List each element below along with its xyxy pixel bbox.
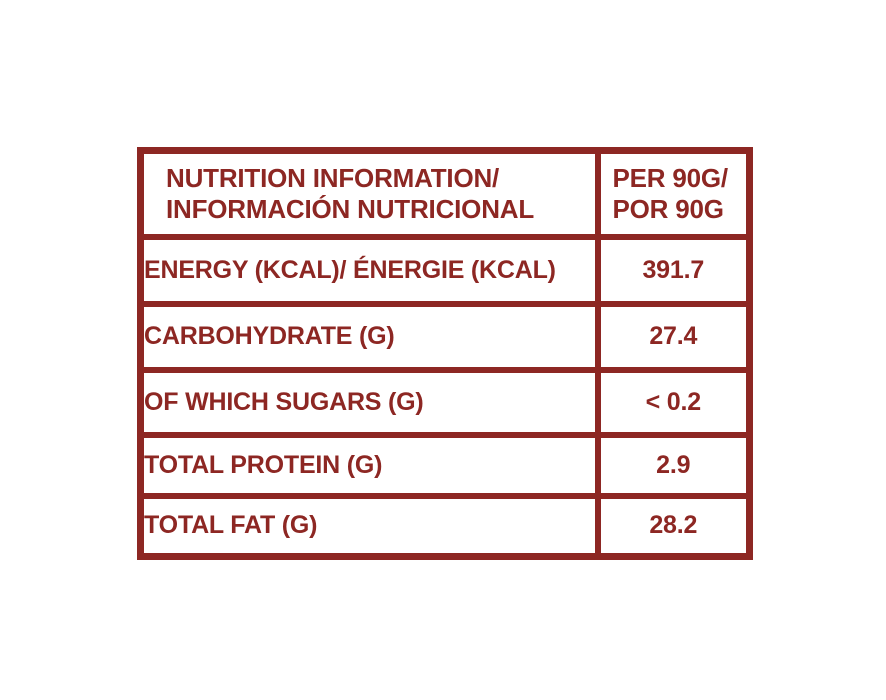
row-label-protein: TOTAL PROTEIN (G)	[137, 431, 601, 499]
row-value-protein: 2.9	[594, 431, 753, 499]
header-serving-line-es: POR 90G	[612, 193, 725, 224]
header-title-line-en: NUTRITION INFORMATION/	[166, 162, 500, 193]
header-title-line-es: INFORMACIÓN NUTRICIONAL	[166, 193, 535, 224]
table-header-row: NUTRITION INFORMATION/ INFORMACIÓN NUTRI…	[137, 147, 753, 240]
row-label-sugars: OF WHICH SUGARS (G)	[137, 366, 601, 438]
table-row-protein: TOTAL PROTEIN (G) 2.9	[137, 431, 753, 499]
header-serving-cell: PER 90G/ POR 90G	[594, 147, 753, 240]
row-label-carbohydrate: CARBOHYDRATE (G)	[137, 300, 601, 373]
table-row-energy: ENERGY (KCAL)/ ÉNERGIE (KCAL) 391.7	[137, 233, 753, 307]
header-title-cell: NUTRITION INFORMATION/ INFORMACIÓN NUTRI…	[137, 147, 601, 240]
row-label-energy: ENERGY (KCAL)/ ÉNERGIE (KCAL)	[137, 233, 601, 307]
table-row-carbohydrate: CARBOHYDRATE (G) 27.4	[137, 300, 753, 373]
nutrition-information-table: NUTRITION INFORMATION/ INFORMACIÓN NUTRI…	[137, 147, 753, 560]
row-label-fat: TOTAL FAT (G)	[137, 492, 601, 560]
table-row-sugars: OF WHICH SUGARS (G) < 0.2	[137, 366, 753, 438]
table-row-fat: TOTAL FAT (G) 28.2	[137, 492, 753, 560]
header-serving-line-en: PER 90G/	[612, 162, 729, 193]
row-value-carbohydrate: 27.4	[594, 300, 753, 373]
row-value-energy: 391.7	[594, 233, 753, 307]
row-value-fat: 28.2	[594, 492, 753, 560]
row-value-sugars: < 0.2	[594, 366, 753, 438]
